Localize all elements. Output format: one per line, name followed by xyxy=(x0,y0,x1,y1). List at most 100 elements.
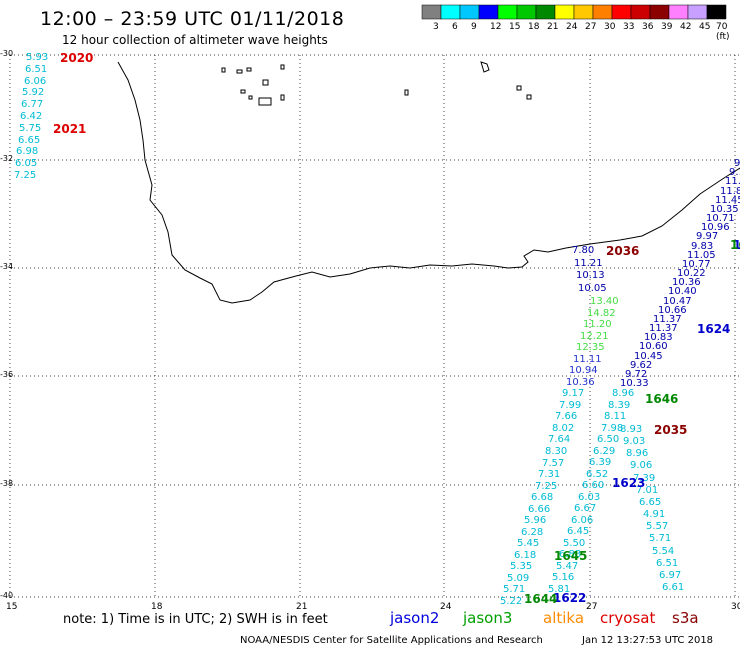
colorbar-swatch xyxy=(535,4,556,20)
wave-height-value: 7.66 xyxy=(555,411,578,422)
wave-height-value: 6.28 xyxy=(521,527,544,538)
wave-height-value: 6.29 xyxy=(593,446,616,457)
track-time-label: 1625 xyxy=(733,238,740,252)
generation-timestamp: Jan 12 13:27:53 UTC 2018 xyxy=(582,635,714,646)
wave-height-value: 6.60 xyxy=(582,480,605,491)
wave-height-value: 6.68 xyxy=(531,492,554,503)
wave-height-value: 10.94 xyxy=(569,365,598,376)
wave-height-value: 10.45 xyxy=(634,351,663,362)
wave-height-value: 5.16 xyxy=(552,572,575,583)
colorbar-label: 21 xyxy=(547,22,559,32)
wave-height-value: 5.93 xyxy=(26,52,49,63)
longitude-label: 18 xyxy=(151,602,163,612)
wave-height-value: 14.82 xyxy=(587,308,616,319)
map-subtitle: 12 hour collection of altimeter wave hei… xyxy=(62,33,328,47)
colorbar-label: 12 xyxy=(490,22,502,32)
track-time-label: 1624 xyxy=(697,322,731,336)
satellite-legend-item: s3a xyxy=(672,609,699,627)
wave-height-value: 11.05 xyxy=(687,250,716,261)
wave-height-value: 6.83 xyxy=(559,549,582,560)
wave-height-value: 9.1 xyxy=(729,167,740,178)
wave-height-value: 12.35 xyxy=(576,342,605,353)
wave-height-value: 5.96 xyxy=(524,515,547,526)
wave-height-value: 6.06 xyxy=(24,76,47,87)
wave-height-value: 8.02 xyxy=(552,423,575,434)
satellite-legend-item: altika xyxy=(543,609,585,627)
wave-height-value: 10.71 xyxy=(706,213,735,224)
colorbar-swatch xyxy=(554,4,575,20)
wave-height-value: 5.81 xyxy=(548,584,571,595)
colorbar-label: 33 xyxy=(623,22,635,32)
colorbar-swatch xyxy=(459,4,480,20)
wave-height-value: 7.31 xyxy=(538,469,561,480)
wave-height-value: 8.93 xyxy=(620,424,643,435)
latitude-label: -36 xyxy=(0,370,14,379)
wave-height-value: 7.39 xyxy=(633,473,656,484)
satellite-legend-item: jason3 xyxy=(463,609,513,627)
wave-height-value: 6.65 xyxy=(639,497,662,508)
wave-height-value: 8.11 xyxy=(604,411,627,422)
wave-height-value: 9.72 xyxy=(625,369,648,380)
wave-height-value: 6.50 xyxy=(597,434,620,445)
wave-height-value: 7.25 xyxy=(14,170,37,181)
track-time-label: 1645 xyxy=(554,549,588,563)
track-time-label: 2020 xyxy=(60,51,94,65)
latitude-label: -32 xyxy=(0,154,14,163)
wave-height-value: 6.97 xyxy=(659,570,682,581)
colorbar-label: 6 xyxy=(452,22,458,32)
colorbar-label: 9 xyxy=(471,22,477,32)
wave-height-value: 10.36 xyxy=(566,377,595,388)
colorbar-label: 27 xyxy=(585,22,597,32)
colorbar-swatch xyxy=(516,4,537,20)
wave-height-value: 6.65 xyxy=(18,135,41,146)
longitude-label: 21 xyxy=(296,602,308,612)
wave-height-value: 7.01 xyxy=(636,485,659,496)
wave-height-value: 9.17 xyxy=(562,388,585,399)
wave-height-value: 7.99 xyxy=(559,400,582,411)
colorbar-label: 45 xyxy=(699,22,711,32)
wave-height-value: 7.98 xyxy=(601,423,624,434)
colorbar-swatch xyxy=(573,4,594,20)
wave-height-value: 10.40 xyxy=(668,286,697,297)
wave-height-value: 10.22 xyxy=(677,268,706,279)
longitude-label: 15 xyxy=(6,602,18,612)
colorbar-label: 36 xyxy=(642,22,654,32)
wave-height-value: 5.92 xyxy=(22,87,45,98)
wave-height-value: 11.20 xyxy=(583,319,612,330)
wave-height-value: 5.50 xyxy=(563,538,586,549)
wave-height-value: 8.39 xyxy=(608,400,631,411)
wave-height-value: 13.40 xyxy=(590,296,619,307)
wave-height-value: 11.21 xyxy=(574,258,603,269)
wave-height-value: 6.42 xyxy=(20,111,43,122)
longitude-label: 27 xyxy=(586,602,598,612)
wave-height-value: 6.06 xyxy=(571,515,594,526)
wave-height-value: 5.71 xyxy=(503,584,526,595)
wave-height-value: 11.6 xyxy=(725,176,740,187)
wave-height-value: 9.97 xyxy=(696,231,719,242)
colorbar-swatch xyxy=(421,4,442,20)
map-title: 12:00 – 23:59 UTC 01/11/2018 xyxy=(40,8,345,30)
colorbar-swatch xyxy=(706,4,727,20)
coastline xyxy=(117,61,740,304)
wave-height-value: 5.45 xyxy=(517,538,540,549)
colorbar-label: 70 (ft) xyxy=(716,22,730,42)
wave-height-value: 10.47 xyxy=(663,296,692,307)
wave-height-value: 10.83 xyxy=(644,332,673,343)
wave-height-value: 5.22 xyxy=(500,596,523,607)
wave-height-value: 6.05 xyxy=(15,158,38,169)
wave-height-value: 5.71 xyxy=(649,533,672,544)
wave-height-value: 6.98 xyxy=(16,146,39,157)
wave-height-value: 10.05 xyxy=(578,283,607,294)
wave-height-value: 5.09 xyxy=(507,573,530,584)
wave-height-value: 6.45 xyxy=(567,526,590,537)
colorbar xyxy=(421,4,727,20)
wave-height-value: 9.83 xyxy=(691,241,714,252)
latitude-label: -38 xyxy=(0,479,14,488)
wave-height-value: 7.80 xyxy=(572,245,595,256)
colorbar-label: 24 xyxy=(566,22,578,32)
satellite-legend-item: cryosat xyxy=(600,609,656,627)
longitude-label: 30 xyxy=(731,602,740,612)
footnote: note: 1) Time is in UTC; 2) SWH is in fe… xyxy=(63,612,328,627)
colorbar-label: 3 xyxy=(433,22,439,32)
